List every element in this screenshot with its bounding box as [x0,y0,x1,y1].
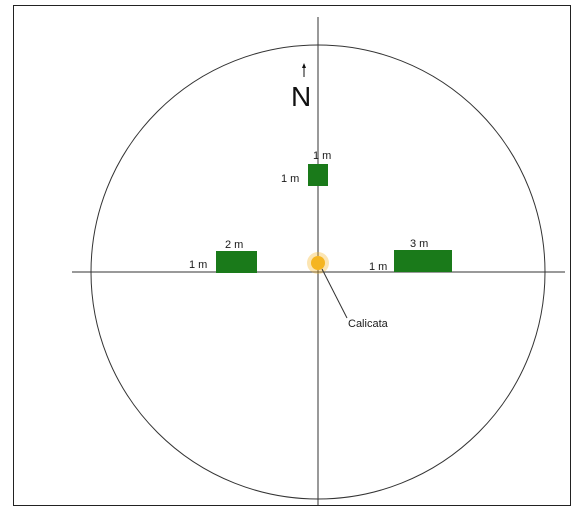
north-arrow-head [302,63,306,68]
calicata-callout-line [321,268,348,319]
plot-east-height-label: 1 m [369,261,387,273]
plot-north-height-label: 1 m [281,173,299,185]
north-arrow: N [291,63,311,112]
plot-west-rect [216,251,257,273]
calicata: Calicata [307,252,389,330]
plot-east-rect [394,250,452,272]
plot-east: 3 m 1 m [369,238,452,273]
north-label: N [291,81,311,112]
plot-west: 2 m 1 m [189,239,257,273]
figure-frame [13,5,571,506]
plot-east-width-label: 3 m [410,238,428,250]
calicata-label: Calicata [348,318,389,330]
plot-north-rect [308,164,328,186]
calicata-marker [311,256,325,270]
plot-north-width-label: 1 m [313,150,331,162]
plot-west-height-label: 1 m [189,259,207,271]
plot-west-width-label: 2 m [225,239,243,251]
plot-north: 1 m 1 m [281,150,331,186]
